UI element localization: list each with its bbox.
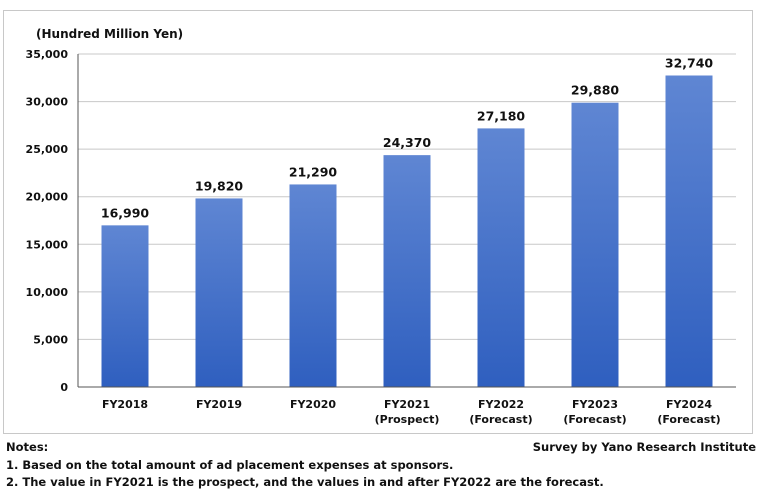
x-tick-label: FY2022 bbox=[478, 398, 524, 411]
data-label-6: 29,880 bbox=[571, 83, 620, 98]
x-tick-label: FY2021 bbox=[384, 398, 430, 411]
data-label-7: 32,740 bbox=[665, 56, 714, 71]
axes bbox=[77, 54, 736, 388]
bar-4 bbox=[383, 155, 431, 387]
bar-7 bbox=[665, 75, 713, 387]
bar-6 bbox=[571, 102, 619, 388]
x-tick-label: FY2023 bbox=[572, 398, 618, 411]
data-label-3: 21,290 bbox=[289, 164, 338, 179]
x-tick-label: FY2019 bbox=[196, 398, 242, 411]
data-label-2: 19,820 bbox=[195, 178, 244, 193]
x-tick-label: FY2024 bbox=[666, 398, 712, 411]
notes-heading: Notes: bbox=[6, 440, 49, 454]
data-label-4: 24,370 bbox=[383, 135, 432, 150]
source-credit: Survey by Yano Research Institute bbox=[532, 440, 756, 454]
x-tick-label: (Forecast) bbox=[657, 413, 720, 426]
bars bbox=[101, 75, 713, 388]
bar-chart: 0 5,000 10,000 15,000 20,000 25,000 30,000 35,0… bbox=[26, 48, 736, 426]
y-tick-label: 25,000 bbox=[26, 143, 69, 156]
x-tick-label: (Prospect) bbox=[375, 413, 440, 426]
data-label-5: 27,180 bbox=[477, 108, 526, 123]
x-tick-label: FY2020 bbox=[290, 398, 336, 411]
y-tick-label: 10,000 bbox=[26, 286, 69, 299]
bar-5 bbox=[477, 128, 525, 387]
data-label-1: 16,990 bbox=[101, 205, 150, 220]
note-line-2: 2. The value in FY2021 is the prospect, … bbox=[6, 475, 604, 489]
x-tick-label: FY2018 bbox=[102, 398, 148, 411]
x-tick-label: (Forecast) bbox=[563, 413, 626, 426]
note-line-1: 1. Based on the total amount of ad place… bbox=[6, 458, 454, 472]
y-tick-label: 35,000 bbox=[26, 48, 69, 61]
chart-frame: (Hundred Million Yen) 0 5,000 10,000 15,000… bbox=[3, 10, 753, 434]
y-tick-label: 15,000 bbox=[26, 238, 69, 251]
bar-3 bbox=[289, 184, 337, 387]
bar-1 bbox=[101, 225, 149, 387]
y-tick-label: 0 bbox=[60, 381, 68, 394]
bar-2 bbox=[195, 198, 243, 387]
x-tick-label: (Forecast) bbox=[469, 413, 532, 426]
labels: 0 5,000 10,000 15,000 20,000 25,000 30,000 35,0… bbox=[26, 48, 721, 426]
y-tick-label: 30,000 bbox=[26, 96, 69, 109]
y-tick-label: 5,000 bbox=[33, 333, 68, 346]
y-axis-unit-label: (Hundred Million Yen) bbox=[36, 27, 184, 41]
y-tick-label: 20,000 bbox=[26, 191, 69, 204]
